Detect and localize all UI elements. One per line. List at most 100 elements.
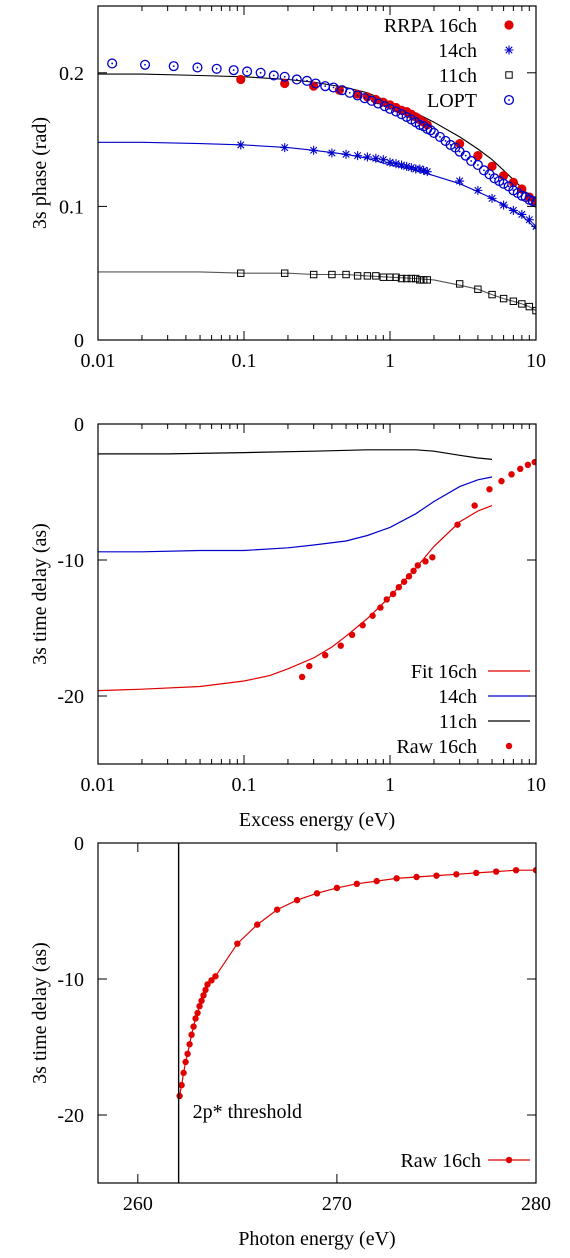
legend-label: Fit 16ch xyxy=(411,661,477,683)
series-11ch xyxy=(98,449,493,460)
data-point-ring xyxy=(242,66,253,77)
x-axis-label: Excess energy (eV) xyxy=(239,809,395,831)
y-tick-label: 0 xyxy=(74,330,84,352)
data-point-ring xyxy=(379,101,390,112)
data-point xyxy=(487,193,497,203)
data-point xyxy=(419,165,429,175)
data-point xyxy=(517,465,524,473)
y-tick-label: -20 xyxy=(57,686,84,708)
data-point xyxy=(518,300,526,308)
y-tick-label: 0.2 xyxy=(59,63,84,85)
data-point xyxy=(455,176,465,186)
data-point xyxy=(377,604,384,611)
data-point xyxy=(359,93,370,104)
series-14ch xyxy=(236,140,536,231)
data-point xyxy=(280,269,289,277)
legend-label: LOPT xyxy=(427,90,477,112)
data-point xyxy=(310,78,321,89)
data-point xyxy=(268,70,279,81)
series-rrpa-16ch xyxy=(236,74,536,206)
data-point xyxy=(498,178,509,189)
data-point-ring xyxy=(301,75,313,86)
data-point xyxy=(391,159,401,169)
data-point xyxy=(373,98,384,109)
data-point-center xyxy=(363,97,366,100)
x-tick-label: 0.1 xyxy=(232,774,257,796)
data-point xyxy=(384,103,396,114)
data-point xyxy=(236,74,246,85)
data-point-ring xyxy=(192,62,203,73)
data-point xyxy=(352,90,363,101)
legend-key-marker xyxy=(503,94,515,106)
data-point xyxy=(363,272,372,280)
data-point xyxy=(524,461,532,468)
data-point xyxy=(492,868,500,875)
x-axis-label: Photon energy (eV) xyxy=(238,1228,395,1250)
data-point-center xyxy=(458,150,461,153)
data-point xyxy=(532,867,536,874)
data-point xyxy=(353,272,362,280)
chart-panel-1 xyxy=(97,5,537,341)
data-point xyxy=(348,631,356,638)
data-point xyxy=(472,159,483,171)
data-point xyxy=(327,148,337,158)
data-point-ring xyxy=(279,71,290,82)
x-tick-label: 0.01 xyxy=(81,774,116,796)
data-point xyxy=(309,270,318,279)
data-point-center xyxy=(483,169,485,172)
data-point xyxy=(400,578,408,585)
data-point xyxy=(499,294,508,303)
plot-frame xyxy=(97,5,537,341)
data-point xyxy=(279,71,290,82)
x-tick-label: 270 xyxy=(322,1193,352,1215)
data-point xyxy=(255,67,266,78)
series-raw-16ch xyxy=(176,867,536,1100)
data-point xyxy=(486,486,493,493)
data-point xyxy=(508,205,518,215)
legend-label: 11ch xyxy=(439,711,477,733)
series-line xyxy=(98,449,493,460)
data-point xyxy=(460,150,471,161)
data-point xyxy=(334,85,344,95)
data-point xyxy=(211,63,222,74)
data-point xyxy=(178,1081,185,1089)
y-tick-label: -10 xyxy=(57,550,84,572)
data-point-ring xyxy=(498,178,509,189)
data-point xyxy=(306,662,313,670)
data-point xyxy=(453,871,460,878)
data-point xyxy=(397,160,407,170)
data-point xyxy=(234,940,241,947)
data-point-center xyxy=(502,182,505,185)
data-point xyxy=(393,875,400,882)
data-point xyxy=(309,145,319,155)
data-point xyxy=(366,95,377,106)
data-point xyxy=(184,1050,191,1058)
data-point xyxy=(402,274,411,283)
data-point xyxy=(200,992,207,999)
data-point-center xyxy=(400,113,403,116)
x-tick-label: 10 xyxy=(526,350,546,372)
data-point xyxy=(362,152,372,162)
data-point-ring xyxy=(310,78,321,89)
data-point xyxy=(383,596,390,603)
data-point xyxy=(455,139,465,149)
data-point xyxy=(473,151,483,161)
data-point xyxy=(190,1023,197,1030)
data-point-ring xyxy=(425,125,436,136)
data-point xyxy=(405,573,413,580)
data-point xyxy=(320,81,331,92)
data-point-center xyxy=(477,164,479,166)
data-point xyxy=(188,1031,195,1038)
data-point-center xyxy=(306,79,308,82)
data-point xyxy=(291,74,302,85)
chart-panel-2 xyxy=(97,423,537,765)
y-axis-label: 3s time delay (as) xyxy=(29,523,51,665)
legend-label: 14ch xyxy=(438,40,477,62)
data-point xyxy=(341,149,351,159)
data-point-ring xyxy=(211,63,222,74)
data-point xyxy=(280,143,290,153)
data-point-center xyxy=(348,91,351,94)
data-point-ring xyxy=(228,65,239,76)
series-line xyxy=(98,505,493,692)
